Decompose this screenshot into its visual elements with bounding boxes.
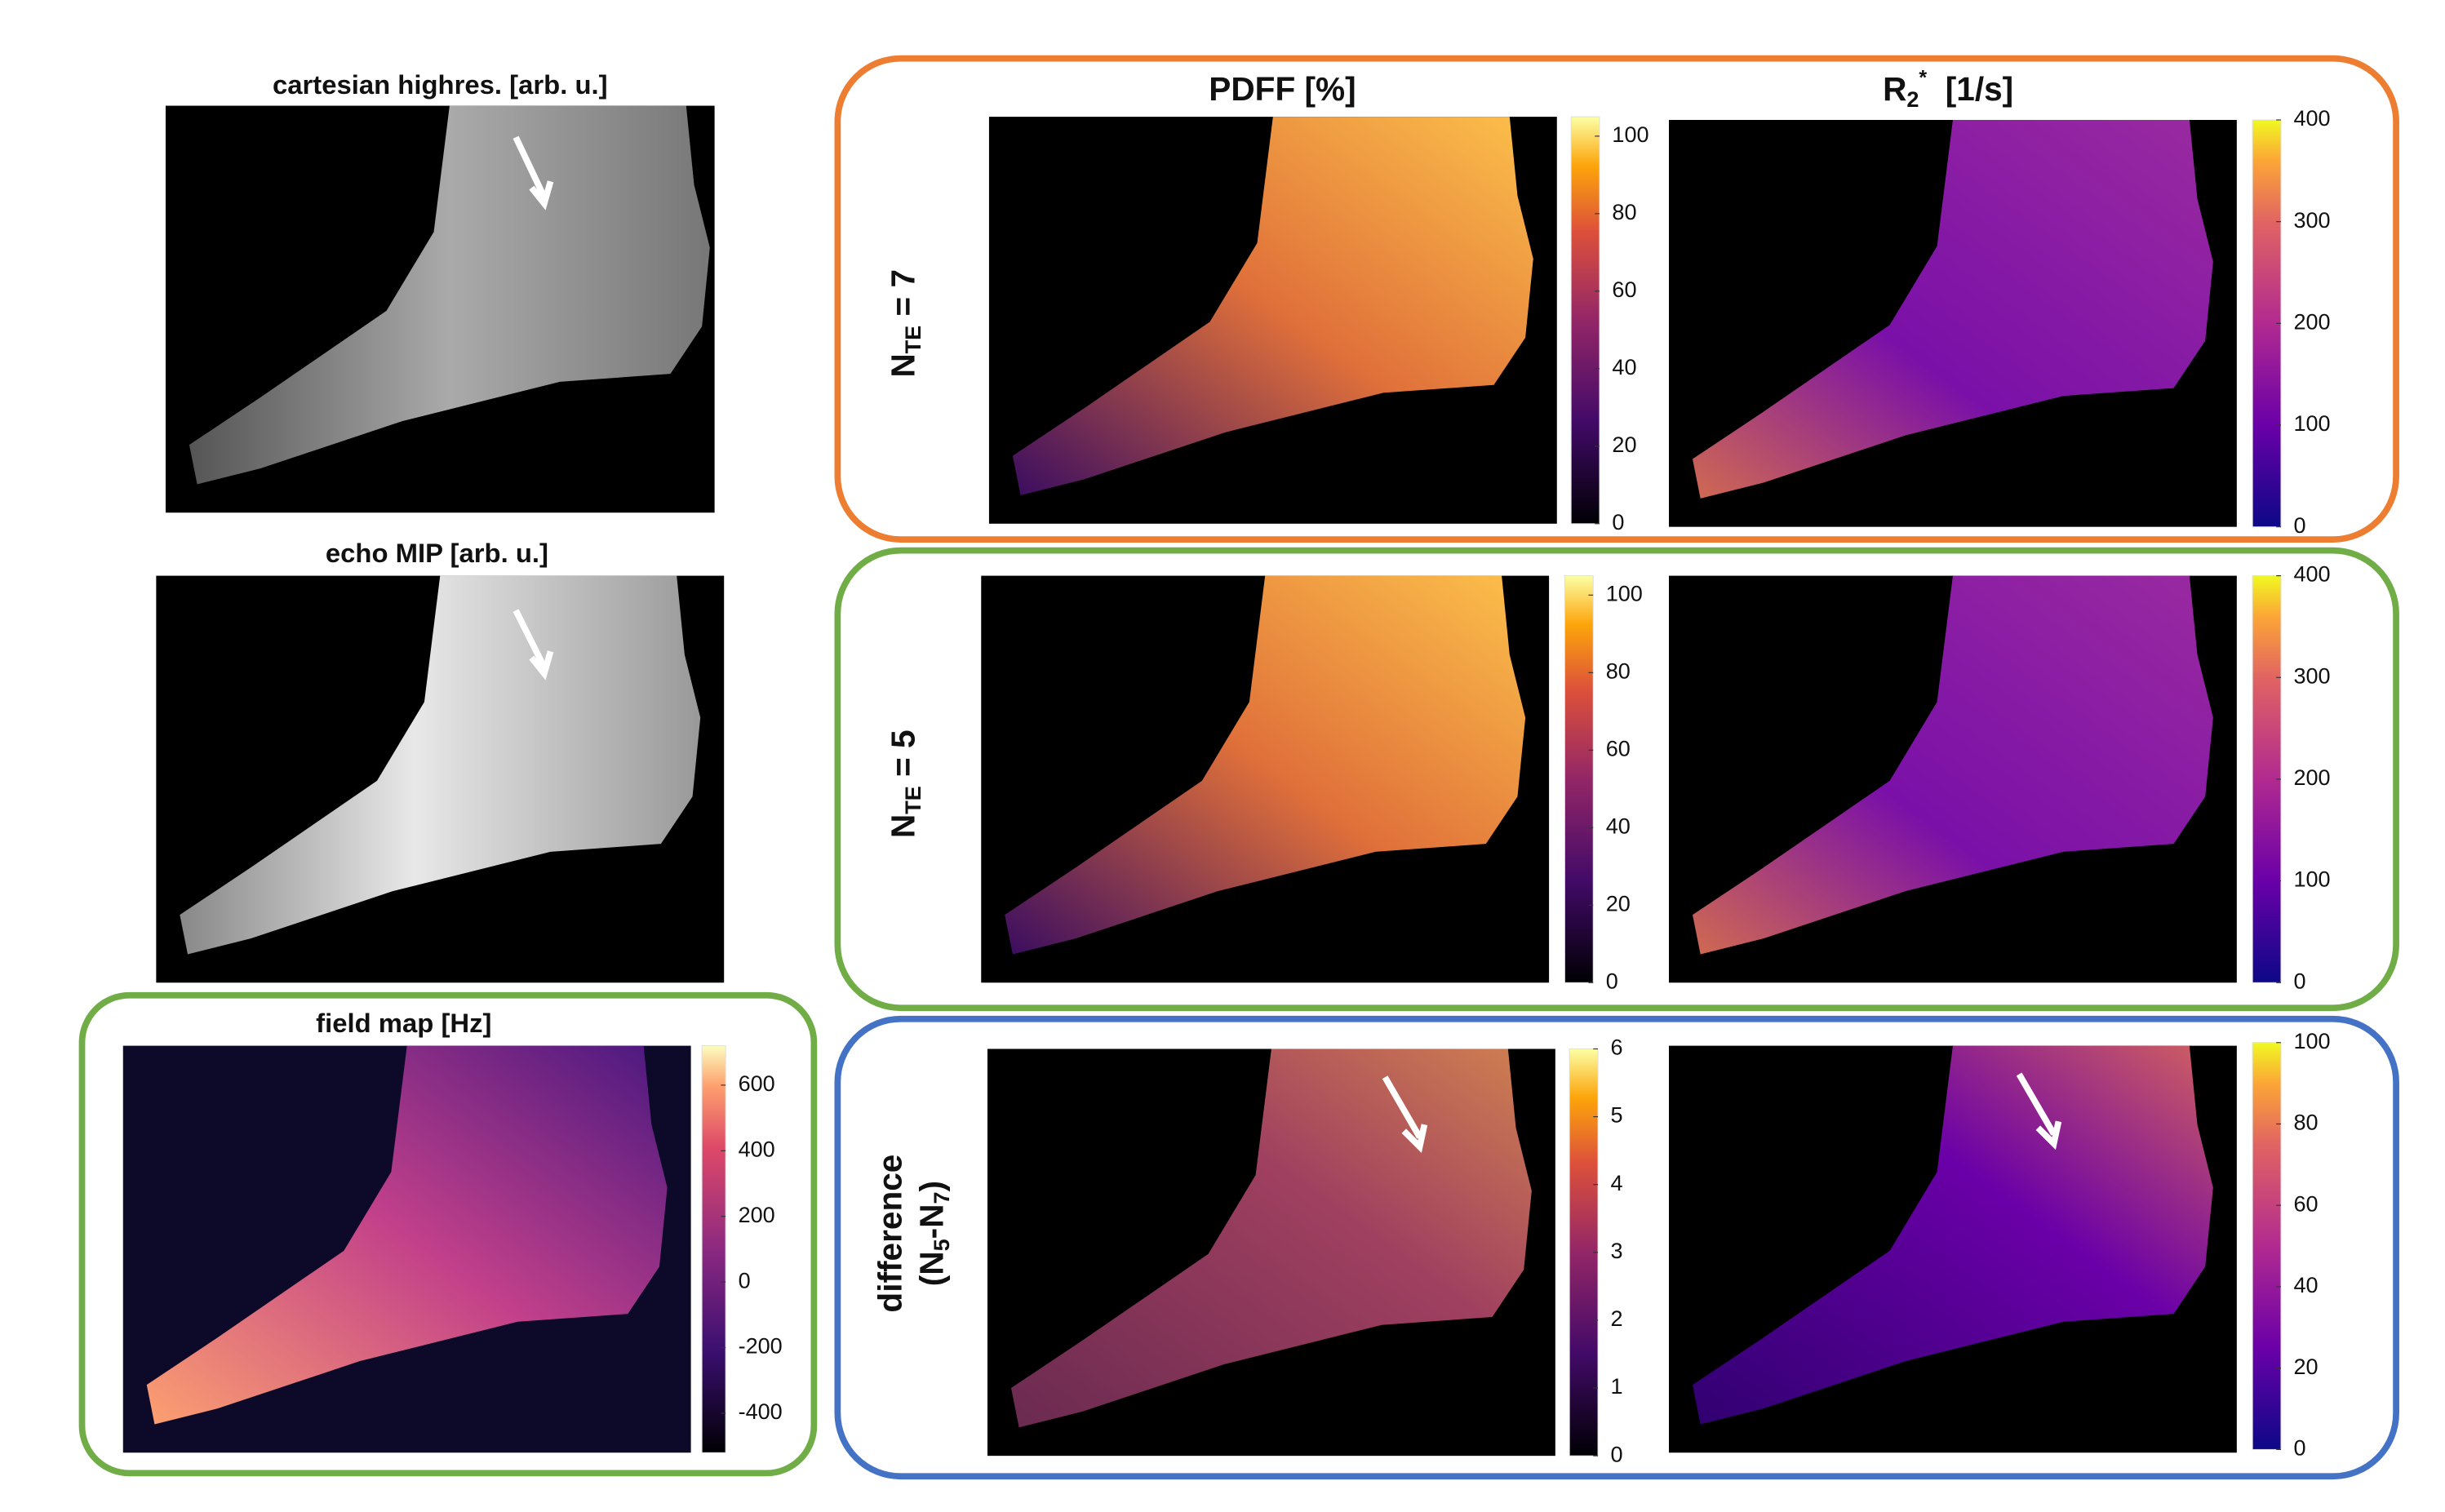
tick-label: 80: [1612, 200, 1636, 224]
column-title: PDFF [%]: [1209, 70, 1356, 108]
text: PDFF [%]: [1209, 70, 1356, 108]
tick-label: 40: [2293, 1273, 2318, 1297]
text: TE: [901, 786, 925, 814]
tick-label: 5: [1610, 1103, 1622, 1128]
text: 5: [930, 1239, 954, 1251]
text: N: [884, 814, 921, 838]
tick-label: 0: [1606, 969, 1618, 993]
tick-label: 0: [1610, 1442, 1622, 1466]
tick-label: 0: [2293, 513, 2305, 538]
colorbar: [1570, 116, 1600, 525]
row-label: difference: [872, 1155, 909, 1313]
text: *: [1919, 66, 1927, 89]
tick-label: 0: [2293, 969, 2305, 993]
tick-label: 20: [1612, 432, 1636, 457]
colorbar: [701, 1045, 726, 1453]
tick-label: 100: [2293, 867, 2330, 892]
image: [988, 117, 1557, 524]
text: 7: [930, 1191, 954, 1204]
tick-label: 200: [2293, 309, 2330, 334]
frames: [78, 55, 2399, 1480]
tick-label: 100: [1612, 122, 1648, 147]
image: [987, 1049, 1555, 1457]
tick-label: -200: [739, 1334, 783, 1359]
tick-label: 60: [2293, 1191, 2318, 1216]
tick-label: 300: [2293, 208, 2330, 233]
text: = 7: [884, 269, 921, 326]
image: [165, 105, 715, 513]
tick-label: 100: [2293, 411, 2330, 436]
tick-label: 60: [1606, 736, 1631, 760]
image: [1669, 1045, 2237, 1453]
frame: [834, 55, 2399, 543]
tick-label: 100: [1606, 581, 1643, 605]
image: [122, 1045, 691, 1453]
frame: [78, 991, 818, 1477]
image: [1669, 119, 2237, 527]
image: [156, 575, 725, 983]
tick-label: 40: [1606, 814, 1631, 838]
tick-label: 600: [739, 1071, 775, 1096]
text: -N: [912, 1204, 950, 1239]
tick-label: 100: [2293, 1029, 2330, 1053]
row-label: NTE = 7: [884, 269, 925, 378]
tick-label: 400: [739, 1137, 775, 1161]
tick-label: 60: [1612, 277, 1636, 302]
images: [122, 105, 2237, 1457]
colorbar: [2252, 1042, 2282, 1450]
panel-title: echo MIP [arb. u.]: [326, 538, 548, 568]
tick-label: 4: [1610, 1171, 1622, 1195]
tick-label: 80: [2293, 1111, 2318, 1135]
panel-title: cartesian highres. [arb. u.]: [273, 69, 608, 100]
text: [1/s]: [1927, 70, 2013, 108]
text: TE: [901, 326, 925, 354]
tick-label: 400: [2293, 562, 2330, 587]
tick-label: 2: [1610, 1306, 1622, 1331]
frame: [834, 1015, 2399, 1480]
tick-label: 20: [1606, 891, 1631, 916]
tick-label: 40: [1612, 355, 1636, 379]
tick-label: 0: [1612, 510, 1624, 534]
tick-label: -400: [739, 1399, 783, 1424]
tick-label: 0: [739, 1268, 751, 1293]
row-label: NTE = 5: [884, 729, 925, 838]
tick-label: 6: [1610, 1035, 1622, 1060]
text: = 5: [884, 729, 921, 786]
text: ): [912, 1181, 950, 1192]
frame: [834, 547, 2399, 1012]
text: (N: [912, 1251, 950, 1286]
tick-label: 0: [2293, 1436, 2305, 1461]
tick-label: 200: [739, 1203, 775, 1227]
tick-label: 80: [1606, 658, 1631, 683]
row-label: (N5-N7): [912, 1181, 954, 1286]
panel-title: field map [Hz]: [316, 1008, 491, 1038]
text: 2: [1906, 87, 1919, 112]
image: [1669, 575, 2237, 983]
tick-label: 1: [1610, 1374, 1622, 1399]
tick-label: 300: [2293, 663, 2330, 688]
tick-label: 3: [1610, 1239, 1622, 1263]
image: [981, 575, 1550, 983]
colorbar: [1564, 575, 1594, 983]
tick-label: 20: [2293, 1355, 2318, 1379]
text: N: [884, 353, 921, 377]
column-title: R2* [1/s]: [1883, 66, 2013, 112]
tick-label: 400: [2293, 106, 2330, 131]
text: R: [1883, 70, 1906, 108]
tick-label: 200: [2293, 765, 2330, 790]
